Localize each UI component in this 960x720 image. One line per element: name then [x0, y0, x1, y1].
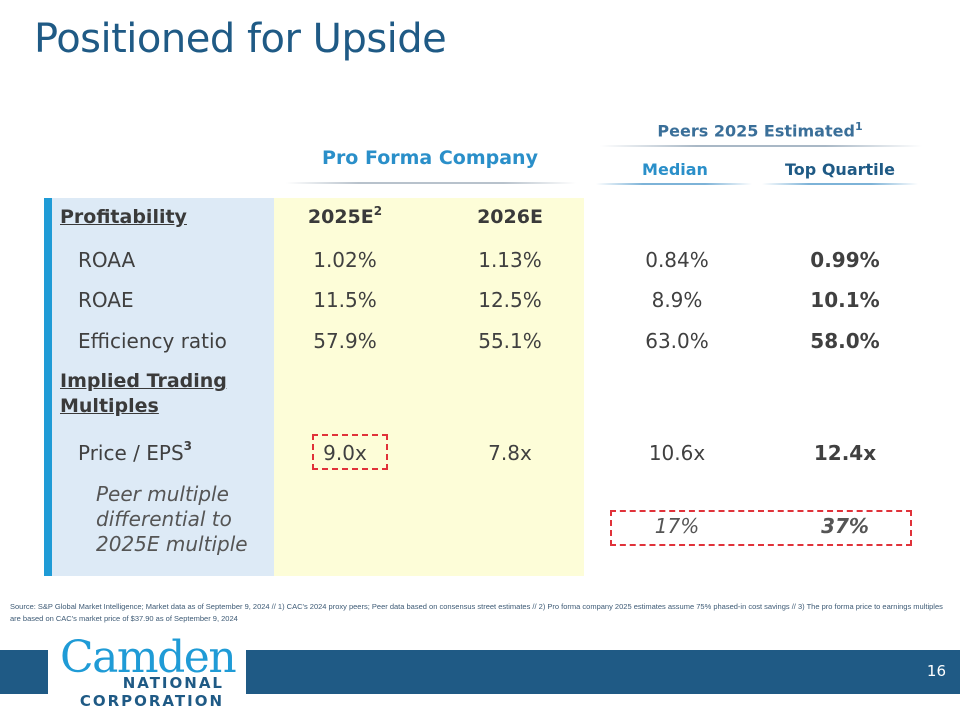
efficiency-top-quartile: 58.0% [810, 329, 880, 353]
row-label-accent-bar [44, 198, 52, 576]
row-label-differential-line3: 2025E multiple [96, 532, 248, 556]
row-label-differential-line2: differential to [96, 507, 232, 531]
price-eps-label: Price / EPS [78, 441, 184, 465]
slide-title: Positioned for Upside [34, 16, 447, 62]
col-2025e-footnote: 2 [373, 204, 383, 218]
roae-top-quartile: 10.1% [810, 288, 880, 312]
top-quartile-header: Top Quartile [785, 160, 895, 179]
camden-logo: Camden NATIONAL CORPORATION [56, 632, 237, 718]
efficiency-median: 63.0% [645, 329, 709, 353]
price-eps-pf-2025: 9.0x [323, 441, 367, 465]
roae-median: 8.9% [651, 288, 703, 312]
pro-forma-header: Pro Forma Company [322, 147, 538, 169]
price-eps-footnote: 3 [183, 439, 192, 453]
col-2025e-header: 2025E2 [290, 204, 400, 228]
efficiency-pf-2026: 55.1% [478, 329, 542, 353]
top-quartile-header-rule [762, 183, 918, 185]
pro-forma-header-rule [286, 182, 576, 184]
peers-footnote-marker: 1 [854, 120, 863, 133]
row-label-price-eps: Price / EPS3 [78, 439, 192, 465]
median-header-rule [596, 183, 752, 185]
roae-pf-2026: 12.5% [478, 288, 542, 312]
roaa-median: 0.84% [645, 248, 709, 272]
row-label-differential-line1: Peer multiple [96, 482, 229, 506]
price-eps-top-quartile: 12.4x [813, 441, 877, 465]
logo-national: NATIONAL [122, 674, 224, 692]
section-implied-trading-multiples-line1: Implied Trading [60, 370, 227, 392]
row-label-efficiency-ratio: Efficiency ratio [78, 329, 227, 353]
differential-top-quartile: 37% [821, 514, 869, 538]
price-eps-pf-2026: 7.8x [488, 441, 532, 465]
section-profitability: Profitability [60, 206, 187, 228]
logo-wordmark: Camden [60, 632, 237, 683]
footer-bar-left [0, 650, 48, 694]
peers-header-rule [600, 145, 922, 147]
price-eps-median: 10.6x [648, 441, 706, 465]
pro-forma-panel [274, 198, 584, 576]
source-footnote: Source: S&P Global Market Intelligence; … [10, 602, 943, 623]
highlight-box-pf-multiple [312, 434, 388, 470]
logo-corporation: CORPORATION [79, 692, 224, 710]
roaa-pf-2026: 1.13% [478, 248, 542, 272]
highlight-box-differential [610, 510, 912, 546]
col-2026e-header: 2026E [477, 206, 543, 228]
row-label-roae: ROAE [78, 288, 134, 312]
section-implied-trading-multiples-line2: Multiples [60, 395, 159, 417]
row-label-panel [44, 198, 274, 576]
differential-median: 17% [654, 514, 700, 538]
page-number: 16 [926, 662, 946, 680]
peers-group-label: Peers 2025 Estimated [657, 121, 855, 141]
roaa-pf-2025: 1.02% [313, 248, 377, 272]
row-label-roaa: ROAA [78, 248, 136, 272]
col-2025e-label: 2025E [307, 206, 374, 228]
efficiency-pf-2025: 57.9% [313, 329, 377, 353]
peers-group-header: Peers 2025 Estimated1 [600, 120, 920, 140]
roaa-top-quartile: 0.99% [810, 248, 880, 272]
median-header: Median [642, 160, 708, 179]
roae-pf-2025: 11.5% [313, 288, 377, 312]
footer-bar-right: 16 [246, 650, 960, 694]
